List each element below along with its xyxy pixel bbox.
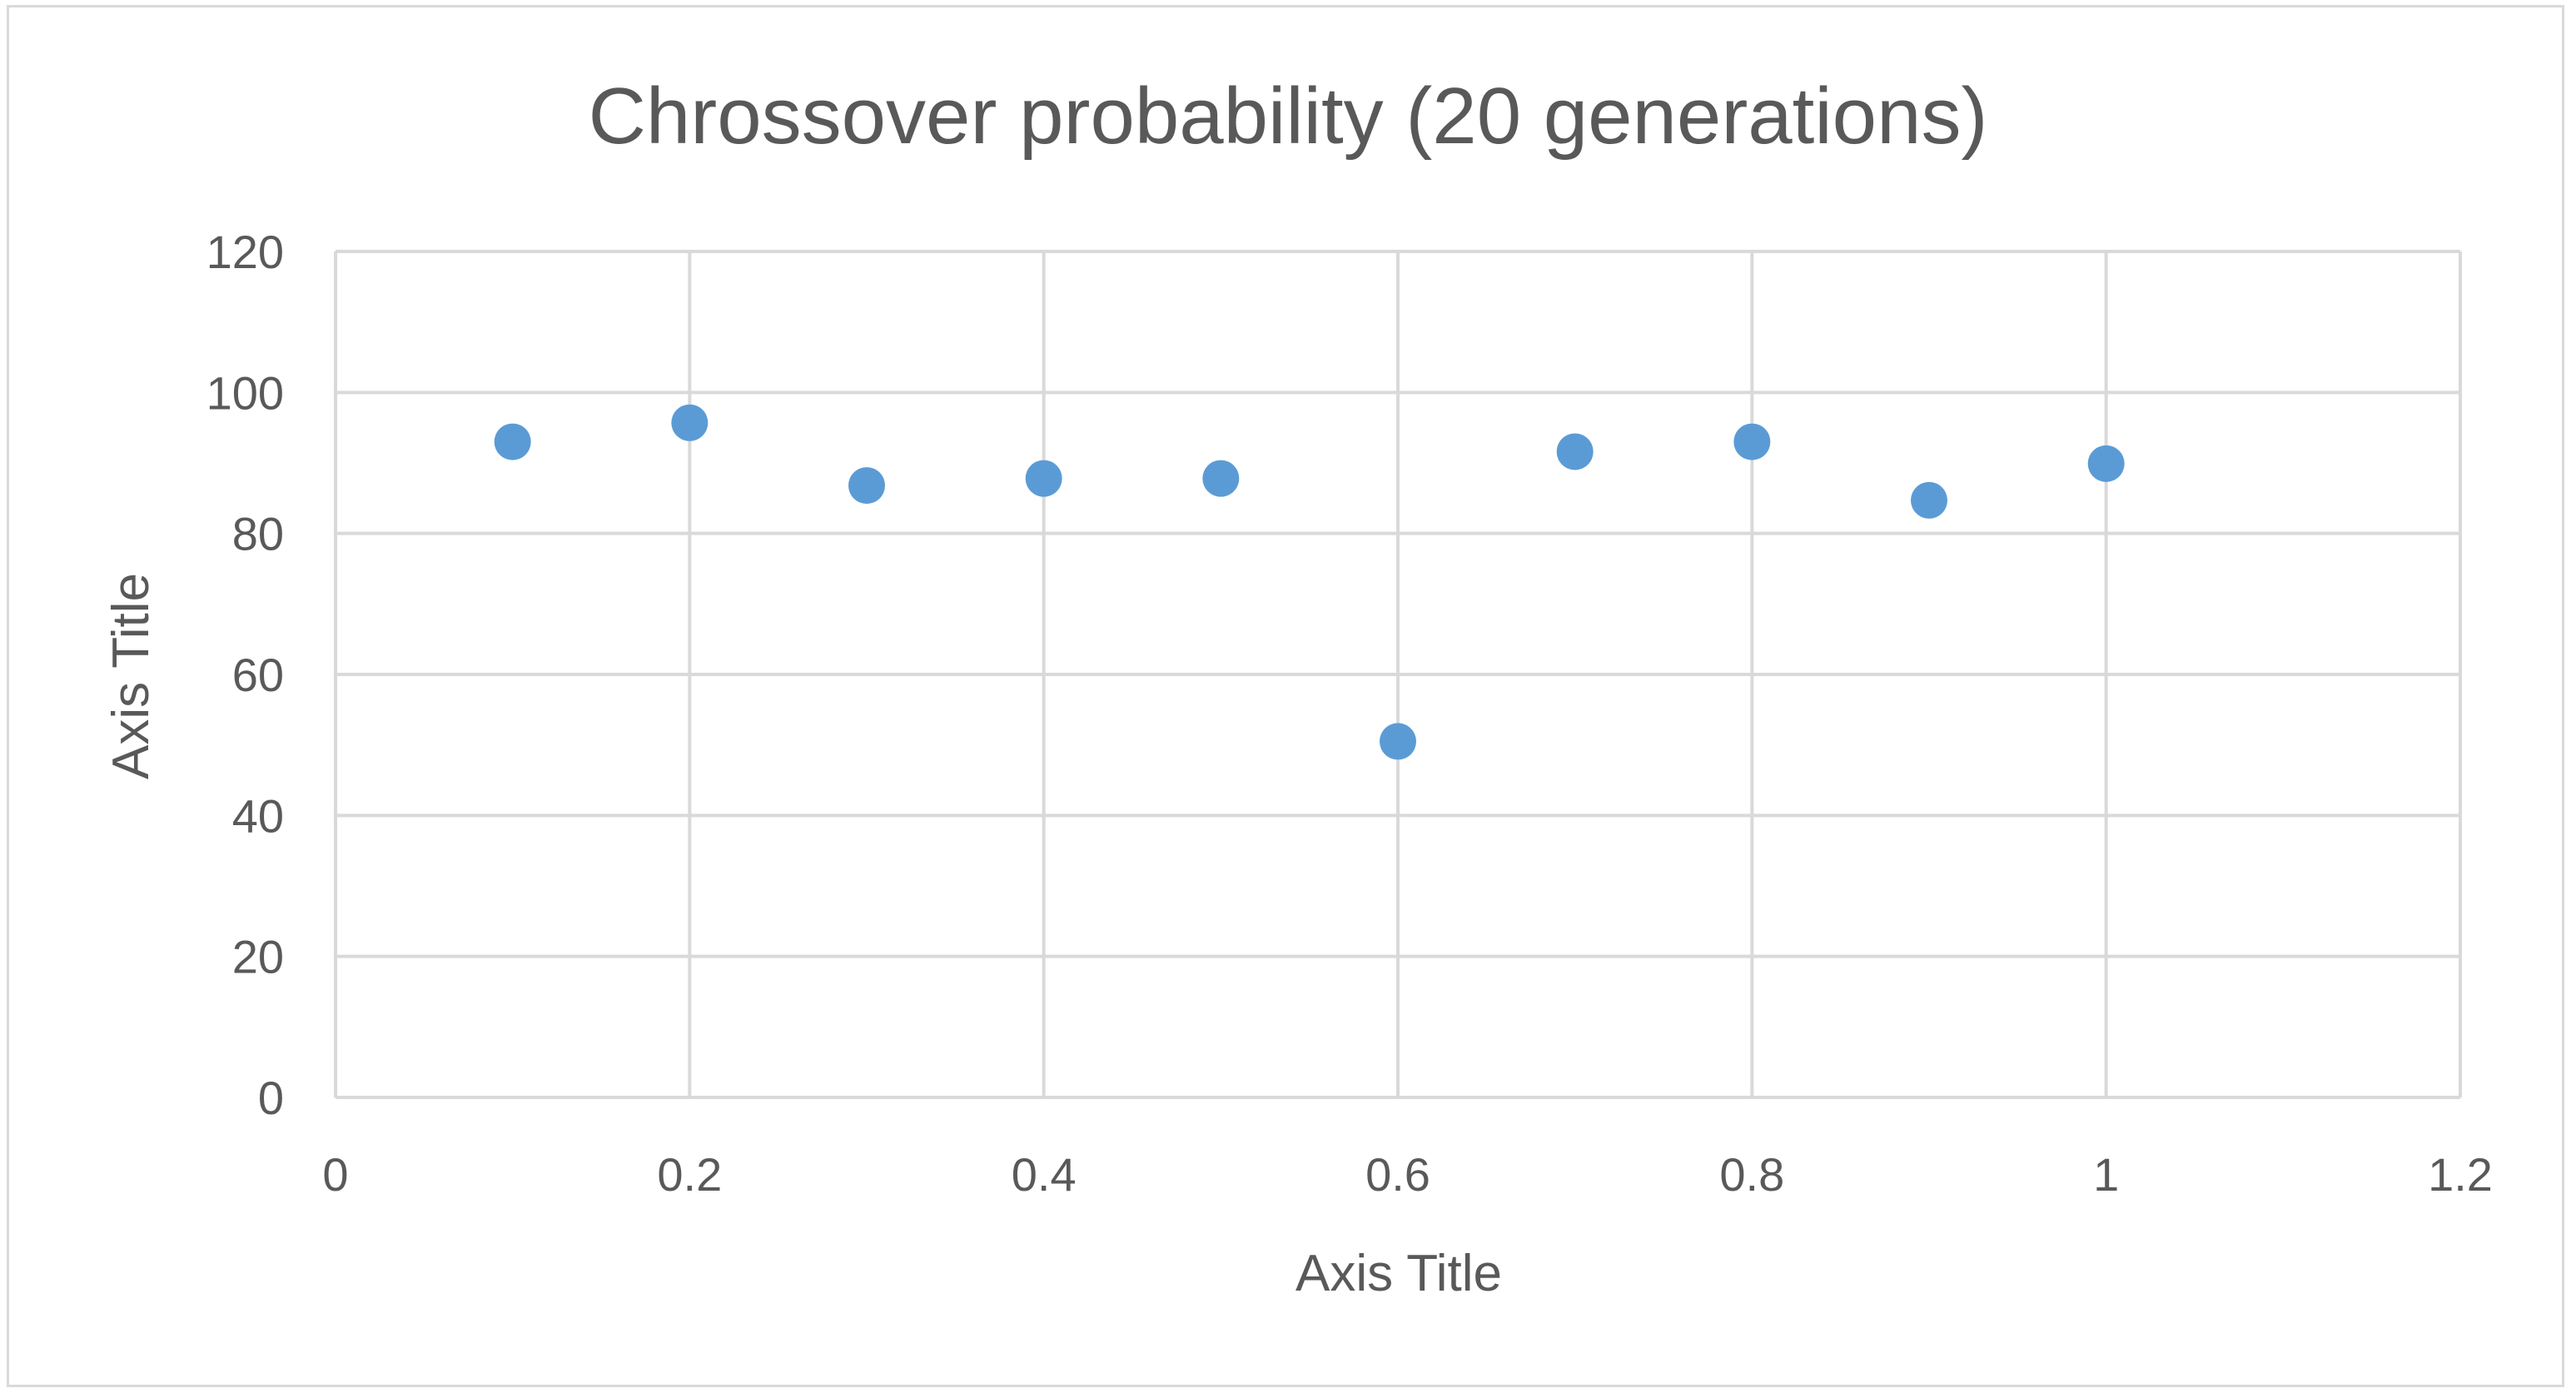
y-tick-label: 0 [258,1072,284,1124]
axes [334,251,2460,1099]
y-axis-title: Axis Title [102,573,160,779]
data-point [1911,481,1947,519]
chart-frame [7,5,2564,1387]
x-axis-title: Axis Title [1295,1245,1502,1302]
data-point [2087,445,2125,482]
data-point [494,423,531,460]
x-tick-label: 1 [2093,1148,2119,1201]
tick-labels: 0 20 40 60 80 100 120 0 0.2 0.4 0.6 0.8 1 1.2 [206,226,2493,1201]
x-tick-label: 0.6 [1365,1148,1430,1201]
data-point [671,404,709,441]
x-tick-label: 0.4 [1012,1148,1077,1201]
y-tick-label: 40 [232,789,284,842]
data-point [848,467,885,505]
data-point [1733,423,1771,460]
gridlines [336,250,2462,1097]
data-point [1556,433,1594,470]
x-tick-label: 0 [322,1148,348,1201]
data-point [1202,460,1240,497]
y-tick-label: 100 [206,366,284,419]
y-tick-label: 120 [206,226,284,278]
y-tick-label: 60 [232,649,284,701]
x-tick-label: 0.2 [657,1148,722,1201]
data-point [1380,723,1416,760]
chart-title: Chrossover probability (20 generations) [589,72,1988,161]
y-tick-label: 80 [232,508,284,560]
x-tick-label: 1.2 [2428,1148,2493,1201]
x-tick-label: 0.8 [1719,1148,1784,1201]
y-tick-label: 20 [232,931,284,983]
data-point [1025,460,1062,497]
data-points [494,404,2125,760]
